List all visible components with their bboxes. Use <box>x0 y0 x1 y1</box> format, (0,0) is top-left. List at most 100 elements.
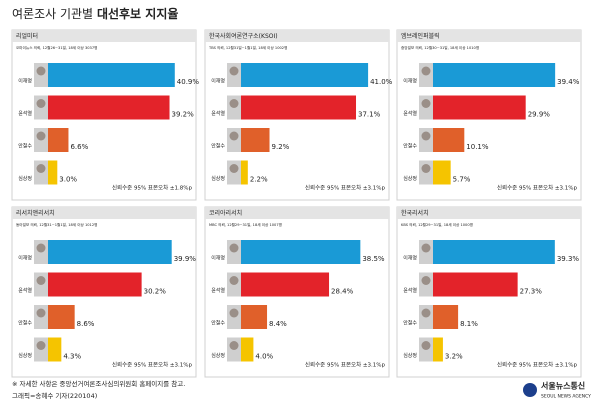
photo-head <box>36 276 46 285</box>
photo-head <box>229 308 239 318</box>
candidate-name: 심상정 <box>18 175 32 182</box>
value-label: 4.3% <box>63 353 81 361</box>
value-label: 38.5% <box>362 255 385 263</box>
photo-head <box>421 131 431 141</box>
panel-title: 코리아리서치 <box>209 209 242 217</box>
value-label: 8.1% <box>460 320 478 328</box>
candidate-name: 안철수 <box>18 143 32 150</box>
value-label: 10.1% <box>466 143 489 151</box>
photo-head <box>229 131 239 141</box>
panel-subtitle: 오마이뉴스 의뢰, 12월26~31일, 18세 이상 3037명 <box>16 45 97 50</box>
candidate-name: 안철수 <box>18 320 32 327</box>
photo-head <box>36 341 46 350</box>
value-label: 37.1% <box>358 111 381 119</box>
photo-head <box>229 341 239 350</box>
photo-head <box>36 131 46 141</box>
bar <box>241 240 361 264</box>
photo-head <box>421 66 431 76</box>
panel-note: 신뢰수준 95% 표본오차 ±3.1%p <box>305 184 386 192</box>
bar <box>241 95 357 120</box>
logo-text: 서울뉴스통신 <box>541 381 585 391</box>
candidate-name: 윤석열 <box>211 287 225 294</box>
value-label: 40.9% <box>177 78 200 86</box>
value-label: 39.9% <box>174 255 197 263</box>
bar <box>241 128 270 152</box>
photo-head <box>421 276 431 285</box>
page-title: 여론조사 기관별 대선후보 지지율 <box>12 6 178 21</box>
value-label: 41.0% <box>370 78 393 86</box>
footer-note: ※ 자세한 사항은 중앙선거여론조사심의위원회 홈페이지를 참고. <box>12 379 185 388</box>
panel-note: 신뢰수준 95% 표본오차 ±3.1%p <box>112 361 193 369</box>
photo-head <box>421 164 431 173</box>
panel-title: 한국리서치 <box>401 209 429 217</box>
photo-head <box>421 99 431 108</box>
photo-head <box>229 164 239 173</box>
candidate-name: 이재명 <box>211 255 225 262</box>
value-label: 39.2% <box>172 111 195 119</box>
candidate-name: 이재명 <box>18 78 32 85</box>
panel-subtitle: TBS 의뢰, 12월31일~1월1일, 18세 이상 1002명 <box>208 45 287 50</box>
panel-subtitle: 중앙일보 의뢰, 12월30~31일, 18세 이상 1010명 <box>401 45 479 50</box>
candidate-name: 윤석열 <box>18 287 32 294</box>
bar <box>241 160 248 185</box>
bar <box>433 305 459 329</box>
bar <box>241 63 369 87</box>
bar <box>241 337 254 362</box>
photo-head <box>421 243 431 253</box>
candidate-name: 이재명 <box>403 78 417 85</box>
candidate-name: 윤석열 <box>403 110 417 117</box>
value-label: 39.3% <box>557 255 580 263</box>
value-label: 5.7% <box>453 176 471 184</box>
value-label: 3.2% <box>445 353 463 361</box>
panel-header <box>205 30 389 42</box>
candidate-name: 안철수 <box>403 143 417 150</box>
bar <box>433 95 526 120</box>
title-light: 여론조사 기관별 <box>12 7 93 21</box>
candidate-name: 심상정 <box>211 352 225 359</box>
panel-note: 신뢰수준 95% 표본오차 ±3.1%p <box>305 361 386 369</box>
panel-note: 신뢰수준 95% 표본오차 ±3.1%p <box>497 184 578 192</box>
panel-header <box>397 207 581 219</box>
bar <box>48 95 170 120</box>
panel-header <box>12 30 196 42</box>
candidate-name: 윤석열 <box>18 110 32 117</box>
photo-head <box>229 276 239 285</box>
candidate-name: 안철수 <box>403 320 417 327</box>
photo-head <box>229 66 239 76</box>
value-label: 6.6% <box>70 143 88 151</box>
logo-en: SEOUL NEWS AGENCY <box>541 394 591 400</box>
candidate-name: 이재명 <box>18 255 32 262</box>
panel-subtitle: KBS 의뢰, 12월29~31일, 18세 이상 1000명 <box>401 222 473 227</box>
value-label: 29.9% <box>528 111 551 119</box>
value-label: 8.6% <box>77 320 95 328</box>
photo-head <box>229 99 239 108</box>
logo-mark <box>523 383 537 397</box>
panel-header <box>397 30 581 42</box>
panel-title: 한국사회여론연구소(KSOI) <box>209 32 278 40</box>
photo-head <box>36 66 46 76</box>
photo-head <box>421 308 431 318</box>
bar <box>241 305 268 329</box>
bar <box>433 63 556 87</box>
bar <box>48 305 75 329</box>
candidate-name: 심상정 <box>211 175 225 182</box>
candidate-name: 윤석열 <box>403 287 417 294</box>
candidate-name: 이재명 <box>211 78 225 85</box>
panel-header <box>205 207 389 219</box>
bar <box>433 128 465 152</box>
bar <box>48 160 58 185</box>
photo-head <box>36 164 46 173</box>
bar <box>48 272 142 297</box>
candidate-name: 심상정 <box>403 352 417 359</box>
photo-head <box>229 243 239 253</box>
candidate-name: 심상정 <box>18 352 32 359</box>
bar <box>48 240 172 264</box>
value-label: 9.2% <box>272 143 290 151</box>
candidate-name: 안철수 <box>211 320 225 327</box>
panel-note: 신뢰수준 95% 표본오차 ±3.1%p <box>497 361 578 369</box>
bar <box>433 337 443 362</box>
value-label: 28.4% <box>331 288 354 296</box>
photo-head <box>36 243 46 253</box>
panel-title: 엠브레인퍼블릭 <box>401 32 440 40</box>
